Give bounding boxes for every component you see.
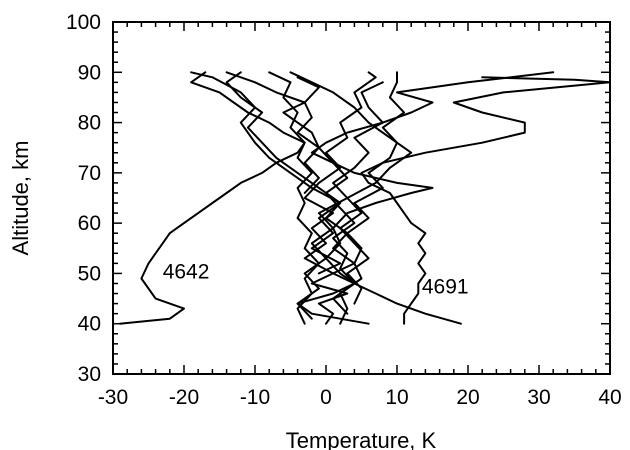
- x-tick-label: -20: [169, 386, 199, 409]
- y-tick-label: 80: [78, 112, 101, 135]
- x-tick-label: 40: [598, 386, 621, 409]
- x-tick-labels: -30 -20 -10 0 10 20 30 40: [98, 386, 622, 409]
- x-tick-label: -30: [98, 386, 128, 409]
- profile-line-5: [268, 71, 320, 325]
- profile-annotation: 4691: [422, 276, 469, 299]
- y-tick-label: 40: [78, 313, 101, 336]
- profile-annotation: 4642: [163, 260, 210, 283]
- profile-line-2: [360, 76, 611, 325]
- annotations: 4642 4691: [163, 260, 469, 298]
- profile-line-12: [225, 71, 320, 194]
- x-tick-label: 0: [320, 386, 332, 409]
- x-tick-label: 10: [385, 386, 408, 409]
- y-tick-label: 70: [78, 162, 101, 185]
- y-axis-title: Altitude, km: [8, 141, 33, 256]
- profile-line-11: [296, 76, 356, 315]
- y-tick-label: 60: [78, 212, 101, 235]
- plot-frame: [112, 21, 611, 375]
- profile-line-10: [190, 71, 342, 275]
- profile-line-1: [119, 71, 306, 325]
- y-tick-labels: 30 40 50 60 70 80 90 100: [66, 11, 101, 386]
- y-tick-label: 30: [78, 363, 101, 386]
- x-axis-title: Temperature, K: [286, 428, 437, 450]
- y-tick-label: 100: [66, 11, 101, 34]
- profile-line-4: [339, 71, 406, 325]
- x-tick-label: 20: [456, 386, 479, 409]
- axis-ticks: [112, 21, 611, 375]
- y-tick-label: 90: [78, 61, 101, 84]
- x-tick-label: 30: [527, 386, 550, 409]
- temperature-profiles: [119, 71, 611, 325]
- x-tick-label: -10: [240, 386, 270, 409]
- y-tick-label: 50: [78, 262, 101, 285]
- profile-line-9: [289, 71, 413, 305]
